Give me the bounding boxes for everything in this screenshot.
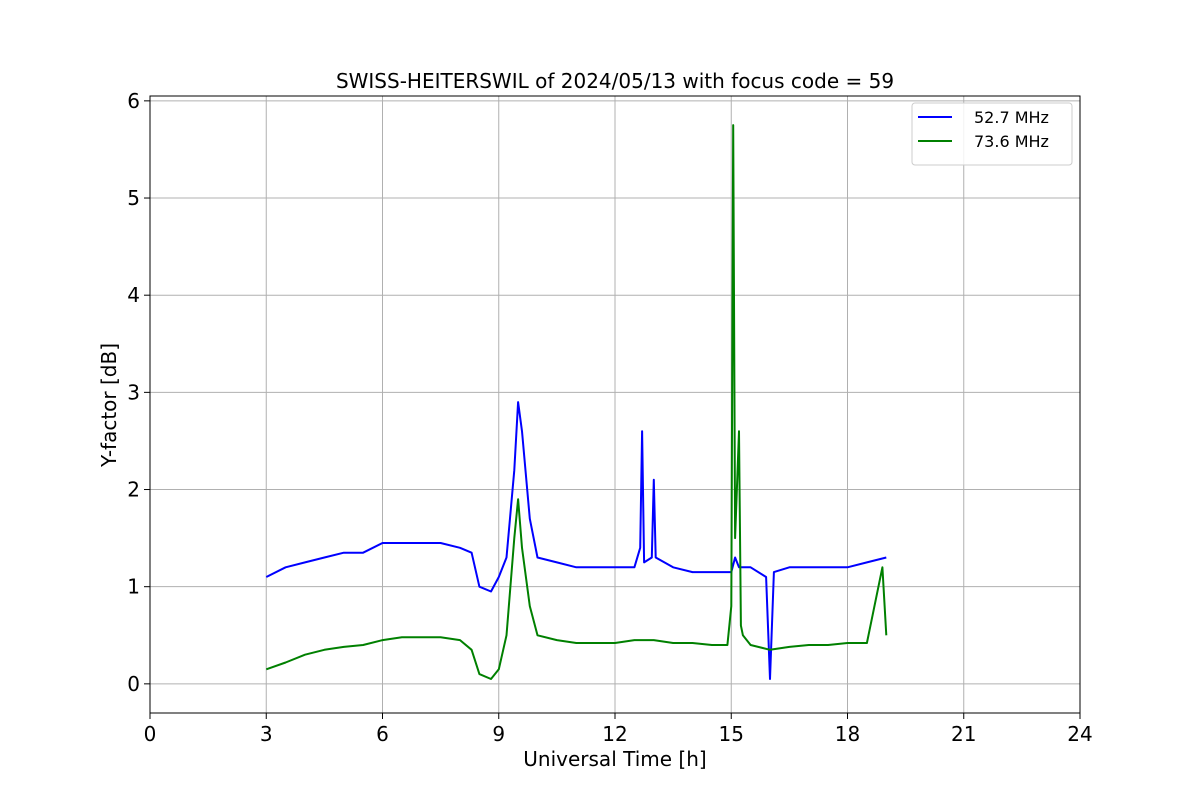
x-tick-label: 15 — [719, 722, 744, 746]
x-tick-label: 18 — [835, 722, 860, 746]
x-tick-label: 9 — [492, 722, 505, 746]
series-layer — [265, 124, 888, 680]
legend-label-2: 73.6 MHz — [974, 132, 1049, 151]
x-tick-label: 6 — [376, 722, 389, 746]
chart-title: SWISS-HEITERSWIL of 2024/05/13 with focu… — [336, 69, 894, 93]
x-axis-label: Universal Time [h] — [523, 747, 706, 771]
y-axis-label: Y-factor [dB] — [97, 343, 121, 468]
x-tick-label: 12 — [602, 722, 627, 746]
x-tick-label: 24 — [1067, 722, 1092, 746]
y-tick-label: 2 — [127, 478, 140, 502]
y-tick-label: 0 — [127, 672, 140, 696]
y-tick-label: 5 — [127, 186, 140, 210]
y-tick-label: 1 — [127, 575, 140, 599]
legend-box — [911, 102, 1073, 166]
y-tick-label: 3 — [127, 380, 140, 404]
x-tick-label: 21 — [951, 722, 976, 746]
legend-label-1: 52.7 MHz — [974, 108, 1049, 127]
x-tick-label: 0 — [144, 722, 157, 746]
y-tick-label: 6 — [127, 89, 140, 113]
legend: 52.7 MHz 73.6 MHz — [911, 102, 1073, 166]
series-line-2 — [265, 124, 888, 680]
series-line-1 — [265, 401, 887, 680]
y-tick-label: 4 — [127, 283, 140, 307]
x-tick-label: 3 — [260, 722, 273, 746]
